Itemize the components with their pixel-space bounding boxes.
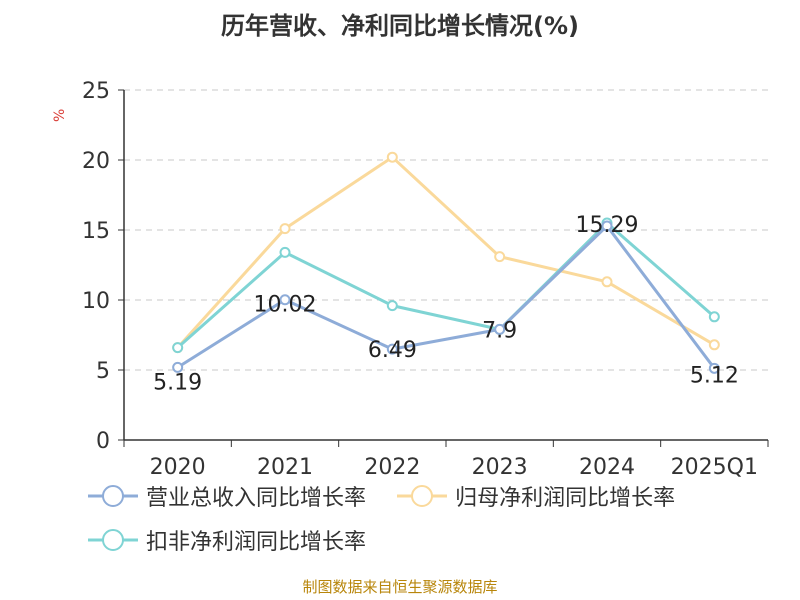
- legend-label-net-profit: 归母净利润同比增长率: [455, 486, 676, 511]
- x-tick-label: 2021: [257, 455, 313, 480]
- chart-title: 历年营收、净利同比增长情况(%): [221, 12, 579, 40]
- data-point-deducted_profit: [386, 300, 398, 312]
- legend-marker-net-profit: [397, 485, 448, 507]
- data-source-note: 制图数据来自恒生聚源数据库: [302, 578, 498, 596]
- x-tick-label: 2023: [472, 455, 528, 480]
- legend-item-net-profit[interactable]: 归母净利润同比增长率: [397, 474, 675, 518]
- series-line-net_profit: [176, 155, 716, 349]
- data-point-net_profit: [601, 276, 613, 288]
- y-tick-label: 10: [82, 289, 110, 314]
- data-label-revenue: 15.29: [576, 213, 639, 238]
- data-point-net_profit: [279, 223, 291, 235]
- data-point-revenue: [386, 343, 398, 355]
- data-label-revenue: 10.02: [254, 293, 317, 318]
- x-tick-label: 2022: [364, 455, 420, 480]
- data-point-net_profit: [386, 151, 398, 163]
- y-tick-label: 20: [82, 149, 110, 174]
- data-point-revenue: [172, 361, 184, 373]
- legend-item-revenue[interactable]: 营业总收入同比增长率: [88, 474, 366, 518]
- series-line-deducted_profit: [176, 221, 716, 349]
- data-label-revenue: 5.19: [153, 370, 202, 395]
- legend-label-deducted-profit: 扣非净利润同比增长率: [146, 530, 367, 555]
- data-point-deducted_profit: [279, 246, 291, 258]
- legend-label-revenue: 营业总收入同比增长率: [146, 486, 367, 511]
- data-point-net_profit: [494, 251, 506, 263]
- data-point-revenue: [494, 323, 506, 335]
- data-point-deducted_profit: [708, 311, 720, 323]
- y-tick-label: 5: [96, 359, 110, 384]
- legend-marker-deducted-profit: [88, 529, 138, 551]
- x-tick-label: 2024: [579, 455, 635, 480]
- data-point-revenue: [708, 362, 720, 374]
- series-line-revenue: [176, 224, 716, 370]
- data-point-net_profit: [708, 339, 720, 351]
- y-tick-label: 15: [82, 219, 110, 244]
- data-label-revenue: 6.49: [368, 338, 417, 363]
- legend-item-deducted-profit[interactable]: 扣非净利润同比增长率: [88, 518, 366, 562]
- legend: 营业总收入同比增长率 归母净利润同比增长率 扣非净利润同比增长率: [88, 474, 778, 562]
- data-point-revenue: [601, 220, 613, 232]
- x-tick-label: 2020: [150, 455, 206, 480]
- data-point-deducted_profit: [172, 342, 184, 354]
- legend-marker-revenue: [88, 485, 138, 507]
- data-label-revenue: 7.9: [482, 318, 517, 343]
- y-tick-label: 0: [96, 429, 110, 454]
- data-label-revenue: 5.12: [690, 363, 739, 388]
- x-tick-label: 2025Q1: [671, 455, 758, 480]
- y-tick-label: 25: [82, 79, 110, 104]
- data-point-revenue: [279, 294, 291, 306]
